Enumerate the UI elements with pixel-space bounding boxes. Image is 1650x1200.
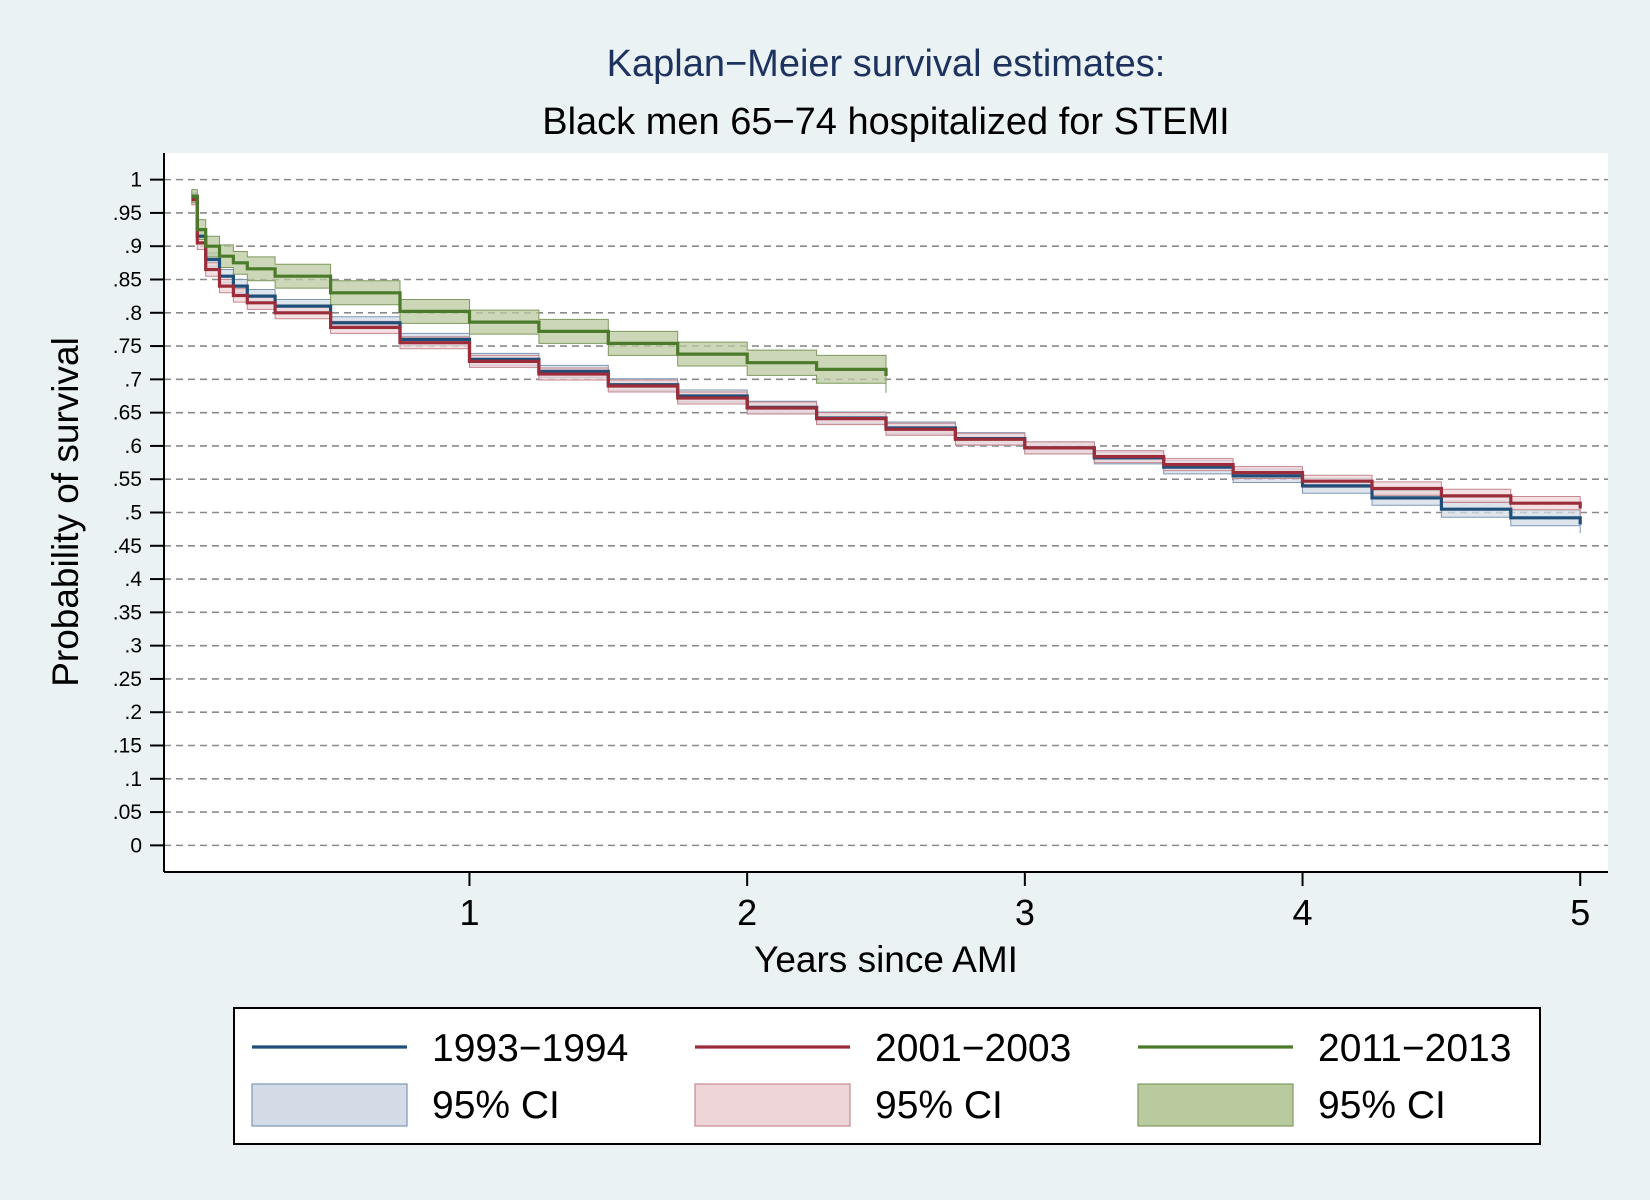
x-tick-label: 1 (459, 892, 479, 933)
y-tick-label: .4 (124, 568, 142, 591)
legend-ci-swatch-0 (251, 1083, 408, 1127)
y-tick-label: .85 (113, 268, 142, 291)
y-tick-label: .6 (124, 435, 142, 458)
y-tick-label: .35 (113, 601, 142, 624)
survival-lines (191, 194, 1582, 525)
y-tick-label: .75 (113, 335, 142, 358)
y-tick-label: .25 (113, 668, 142, 691)
y-axis-label: Probability of survival (45, 337, 86, 687)
y-tick-label: .65 (113, 402, 142, 425)
y-tick-label: .1 (124, 768, 142, 791)
x-ticks: 1 2 3 4 5 (459, 872, 1590, 933)
legend-label-1: 2001−2003 (875, 1027, 1071, 1070)
y-tick-label: .95 (113, 202, 142, 225)
y-tick-label: .3 (124, 635, 142, 658)
y-tick-label: 0 (130, 834, 142, 857)
y-tick-label: .9 (124, 235, 142, 258)
legend-ci-swatch-1 (694, 1083, 851, 1127)
y-tick-label: .15 (113, 735, 142, 758)
legend-ci-label-0: 95% CI (432, 1084, 560, 1127)
y-tick-label: .2 (124, 701, 142, 724)
y-tick-label: .05 (113, 801, 142, 824)
survival-line-2 (191, 194, 888, 376)
x-axis-label: Years since AMI (754, 939, 1018, 980)
chart-subtitle: Black men 65−74 hospitalized for STEMI (542, 101, 1230, 143)
y-tick-label: .8 (124, 302, 142, 325)
survival-line-1 (191, 198, 1582, 509)
y-ticks: 1 .95 .9 .85 .8 .75 .7 .65 .6 .55 .5 .45 .4 .35 .3 .25.… (113, 169, 164, 857)
legend-box (233, 1007, 1541, 1145)
legend: 1993−1994 95% CI 2001−2003 95% CI 2011−2013 9… (233, 1007, 1541, 1145)
y-tick-label: .45 (113, 535, 142, 558)
x-tick-label: 3 (1015, 892, 1035, 933)
gridlines (164, 178, 1608, 847)
legend-label-2: 2011−2013 (1318, 1027, 1511, 1070)
x-tick-label: 4 (1293, 892, 1313, 933)
legend-label-0: 1993−1994 (432, 1027, 628, 1070)
legend-ci-label-2: 95% CI (1318, 1084, 1446, 1127)
x-tick-label: 2 (737, 892, 757, 933)
y-tick-label: 1 (130, 169, 142, 192)
legend-ci-swatch-2 (1137, 1083, 1294, 1127)
y-tick-label: .7 (124, 368, 142, 391)
ci-band-1 (191, 193, 1581, 516)
x-tick-label: 5 (1570, 892, 1590, 933)
y-tick-label: .5 (124, 502, 142, 525)
chart-title: Kaplan−Meier survival estimates: (607, 43, 1166, 85)
legend-ci-label-1: 95% CI (875, 1084, 1003, 1127)
y-tick-label: .55 (113, 468, 142, 491)
